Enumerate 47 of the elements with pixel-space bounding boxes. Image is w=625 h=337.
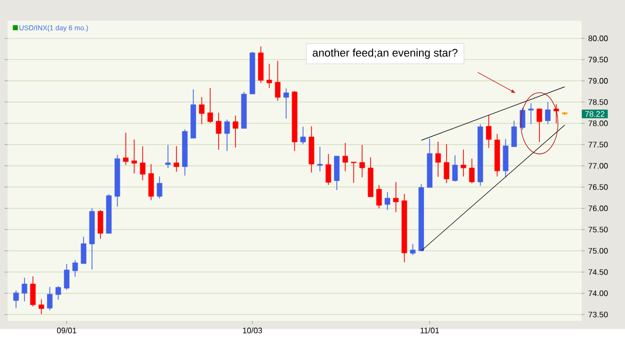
candlestick <box>469 158 475 184</box>
candlestick <box>207 88 213 124</box>
candlestick <box>64 264 70 290</box>
candlestick <box>452 154 458 182</box>
candlestick <box>47 286 53 311</box>
candlestick <box>148 164 154 201</box>
candlestick <box>444 144 450 184</box>
candlestick <box>38 299 44 315</box>
candlestick <box>56 286 61 300</box>
candlestick <box>486 115 492 149</box>
candlestick <box>528 103 534 125</box>
candlestick <box>283 88 289 120</box>
candlestick <box>376 184 382 209</box>
candlestick <box>156 176 162 200</box>
candlestick <box>274 60 280 102</box>
annotation: another feed;an evening star? <box>312 48 458 60</box>
candlestick <box>342 142 348 172</box>
candlestick <box>554 104 560 124</box>
candlestick <box>410 244 416 256</box>
candlestick <box>13 290 19 309</box>
candlestick <box>359 144 365 178</box>
candlestick <box>460 149 466 178</box>
candlestick <box>224 119 230 152</box>
candlestick <box>350 162 356 184</box>
candlestick <box>435 141 441 178</box>
candlestick <box>300 126 306 145</box>
candlestick <box>72 260 78 278</box>
candlestick <box>393 182 399 213</box>
candlestick <box>174 146 180 172</box>
candlestick <box>232 115 238 148</box>
candlestick <box>22 277 28 302</box>
candlestick <box>98 210 104 240</box>
candlestick <box>511 120 517 148</box>
candlestick <box>216 112 222 150</box>
candlestick <box>30 276 36 308</box>
candlestick <box>165 144 171 169</box>
candlestick <box>536 108 542 143</box>
candlestick <box>123 132 129 166</box>
candlestick <box>199 96 204 125</box>
candlestick <box>326 154 332 186</box>
candlestick <box>140 146 146 181</box>
candlestick <box>384 192 390 211</box>
candlestick <box>317 146 323 172</box>
candlestick <box>80 236 86 264</box>
candlestick <box>266 64 272 89</box>
candlestick <box>545 102 551 125</box>
candlestick <box>131 139 137 174</box>
